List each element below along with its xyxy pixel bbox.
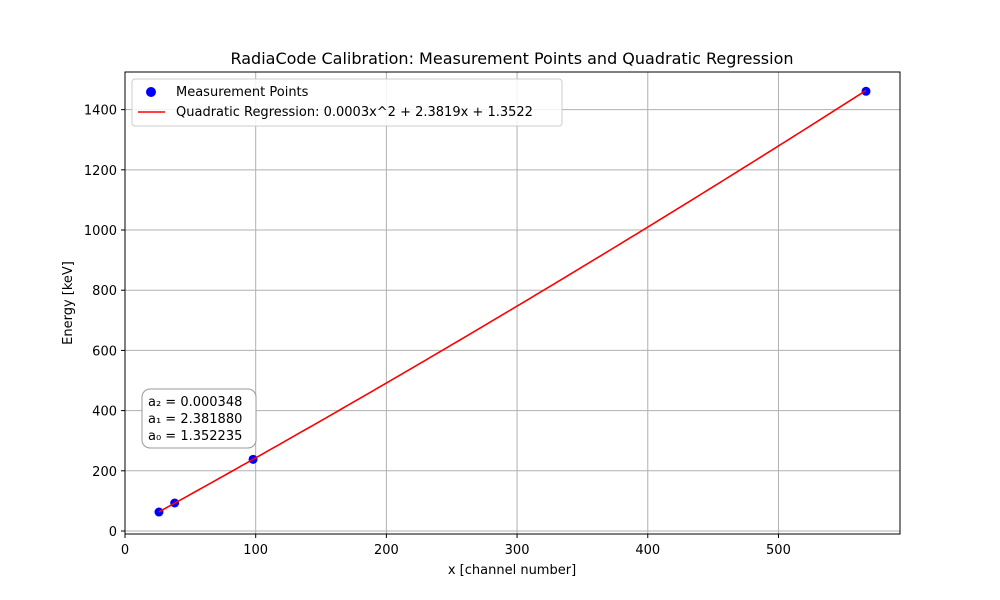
y-tick-label: 1000 xyxy=(84,224,117,239)
coefficient-annotation: a₂ = 0.000348 a₁ = 2.381880 a₀ = 1.35223… xyxy=(141,388,257,449)
chart-title: RadiaCode Calibration: Measurement Point… xyxy=(230,49,793,68)
y-axis-label: Energy [keV] xyxy=(61,261,76,345)
grid xyxy=(124,72,900,534)
legend-label-regression: Quadratic Regression: 0.0003x^2 + 2.3819… xyxy=(176,105,533,120)
x-tick-label: 400 xyxy=(635,543,660,558)
y-tick-label: 1400 xyxy=(84,104,117,119)
legend-marker-measurement-points xyxy=(146,87,156,97)
y-tick-label: 1200 xyxy=(84,164,117,179)
y-tick-label: 400 xyxy=(92,405,117,420)
coefficient-a0: a₀ = 1.352235 xyxy=(148,429,242,444)
legend-label-measurement-points: Measurement Points xyxy=(176,85,309,100)
y-tick-label: 200 xyxy=(92,465,117,480)
legend: Measurement Points Quadratic Regression:… xyxy=(131,78,563,127)
y-tick-label: 0 xyxy=(109,525,117,540)
coefficient-box xyxy=(141,388,257,449)
axis-ticks: 0 100 200 300 400 500 0 200 400 600 800 1000 1200 140… xyxy=(84,104,791,558)
y-tick-label: 600 xyxy=(92,344,117,359)
legend-box xyxy=(131,78,563,127)
plot-frame xyxy=(124,71,901,535)
plot-marks xyxy=(154,86,871,517)
x-tick-label: 0 xyxy=(121,543,129,558)
measurement-point xyxy=(154,507,164,517)
x-axis-label: x [channel number] xyxy=(448,563,576,578)
x-tick-label: 300 xyxy=(505,543,530,558)
x-tick-label: 500 xyxy=(766,543,791,558)
x-tick-label: 100 xyxy=(243,543,268,558)
coefficient-a1: a₁ = 2.381880 xyxy=(148,412,242,427)
regression-line xyxy=(158,89,867,513)
x-tick-label: 200 xyxy=(374,543,399,558)
coefficient-a2: a₂ = 0.000348 xyxy=(148,395,242,410)
y-tick-label: 800 xyxy=(92,284,117,299)
